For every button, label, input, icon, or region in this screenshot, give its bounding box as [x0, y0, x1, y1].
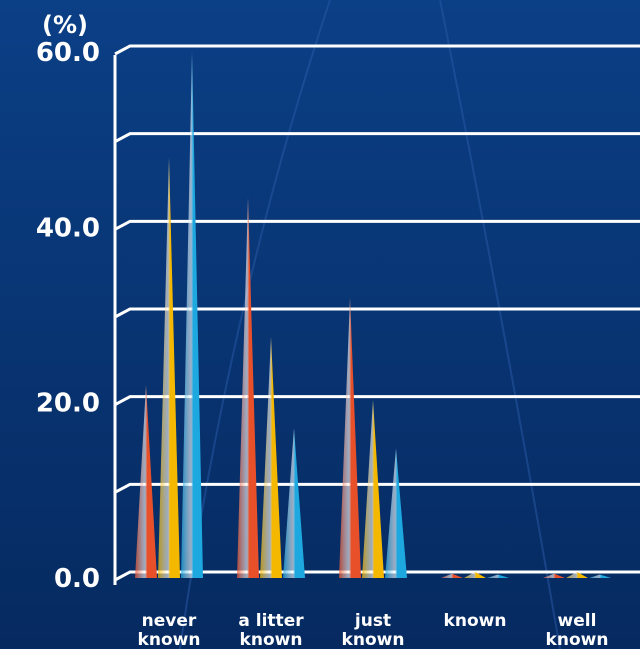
- decor: [439, 0, 561, 649]
- grid-line: [114, 395, 640, 406]
- x-tick-label: well known: [546, 611, 609, 649]
- y-tick-label: 20.0: [36, 389, 100, 419]
- grid-line: [114, 307, 640, 319]
- cone: [135, 385, 157, 578]
- grid-line: [114, 219, 640, 231]
- grid-line: [114, 132, 640, 143]
- y-tick-label: 0.0: [54, 564, 100, 594]
- cone: [237, 197, 259, 578]
- grid-line: [114, 44, 640, 56]
- x-tick-label: a litter known: [238, 611, 304, 649]
- y-tick-label: 60.0: [36, 38, 100, 68]
- cone: [385, 448, 407, 578]
- grid-line: [114, 482, 640, 494]
- cone: [158, 157, 180, 578]
- grid-line: [114, 570, 640, 582]
- y-axis-label: (%): [42, 11, 88, 39]
- y-tick-label: 40.0: [36, 213, 100, 243]
- cone: [566, 571, 588, 578]
- x-tick-label: known: [444, 611, 507, 631]
- cone: [339, 297, 361, 578]
- cone: [260, 336, 282, 578]
- cone: [589, 574, 611, 578]
- x-tick-label: never known: [138, 611, 201, 649]
- cone: [464, 571, 486, 578]
- cone: [181, 52, 203, 578]
- x-tick-label: just known: [342, 611, 405, 649]
- cone: [283, 428, 305, 578]
- cone: [441, 573, 463, 578]
- cone: [362, 400, 384, 578]
- cone: [543, 573, 565, 578]
- cone: [487, 574, 509, 578]
